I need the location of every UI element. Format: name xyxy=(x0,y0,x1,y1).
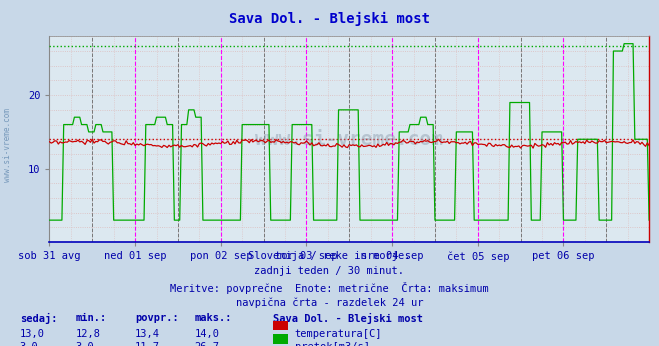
Text: Sava Dol. - Blejski most: Sava Dol. - Blejski most xyxy=(273,313,424,324)
Text: min.:: min.: xyxy=(76,313,107,323)
Text: 12,8: 12,8 xyxy=(76,329,101,339)
Text: 3,0: 3,0 xyxy=(20,342,38,346)
Text: zadnji teden / 30 minut.: zadnji teden / 30 minut. xyxy=(254,266,405,276)
Text: pretok[m3/s]: pretok[m3/s] xyxy=(295,342,370,346)
Text: sedaj:: sedaj: xyxy=(20,313,57,324)
Text: Sava Dol. - Blejski most: Sava Dol. - Blejski most xyxy=(229,12,430,26)
Text: temperatura[C]: temperatura[C] xyxy=(295,329,382,339)
Text: 11,7: 11,7 xyxy=(135,342,160,346)
Text: 26,7: 26,7 xyxy=(194,342,219,346)
Text: navpična črta - razdelek 24 ur: navpična črta - razdelek 24 ur xyxy=(236,298,423,308)
Text: povpr.:: povpr.: xyxy=(135,313,179,323)
Text: 3,0: 3,0 xyxy=(76,342,94,346)
Text: www.si-vreme.com: www.si-vreme.com xyxy=(255,130,444,149)
Text: 13,0: 13,0 xyxy=(20,329,45,339)
Text: www.si-vreme.com: www.si-vreme.com xyxy=(3,108,13,182)
Text: Slovenija / reke in morje.: Slovenija / reke in morje. xyxy=(248,251,411,261)
Text: 14,0: 14,0 xyxy=(194,329,219,339)
Text: Meritve: povprečne  Enote: metrične  Črta: maksimum: Meritve: povprečne Enote: metrične Črta:… xyxy=(170,282,489,294)
Text: maks.:: maks.: xyxy=(194,313,232,323)
Text: 13,4: 13,4 xyxy=(135,329,160,339)
